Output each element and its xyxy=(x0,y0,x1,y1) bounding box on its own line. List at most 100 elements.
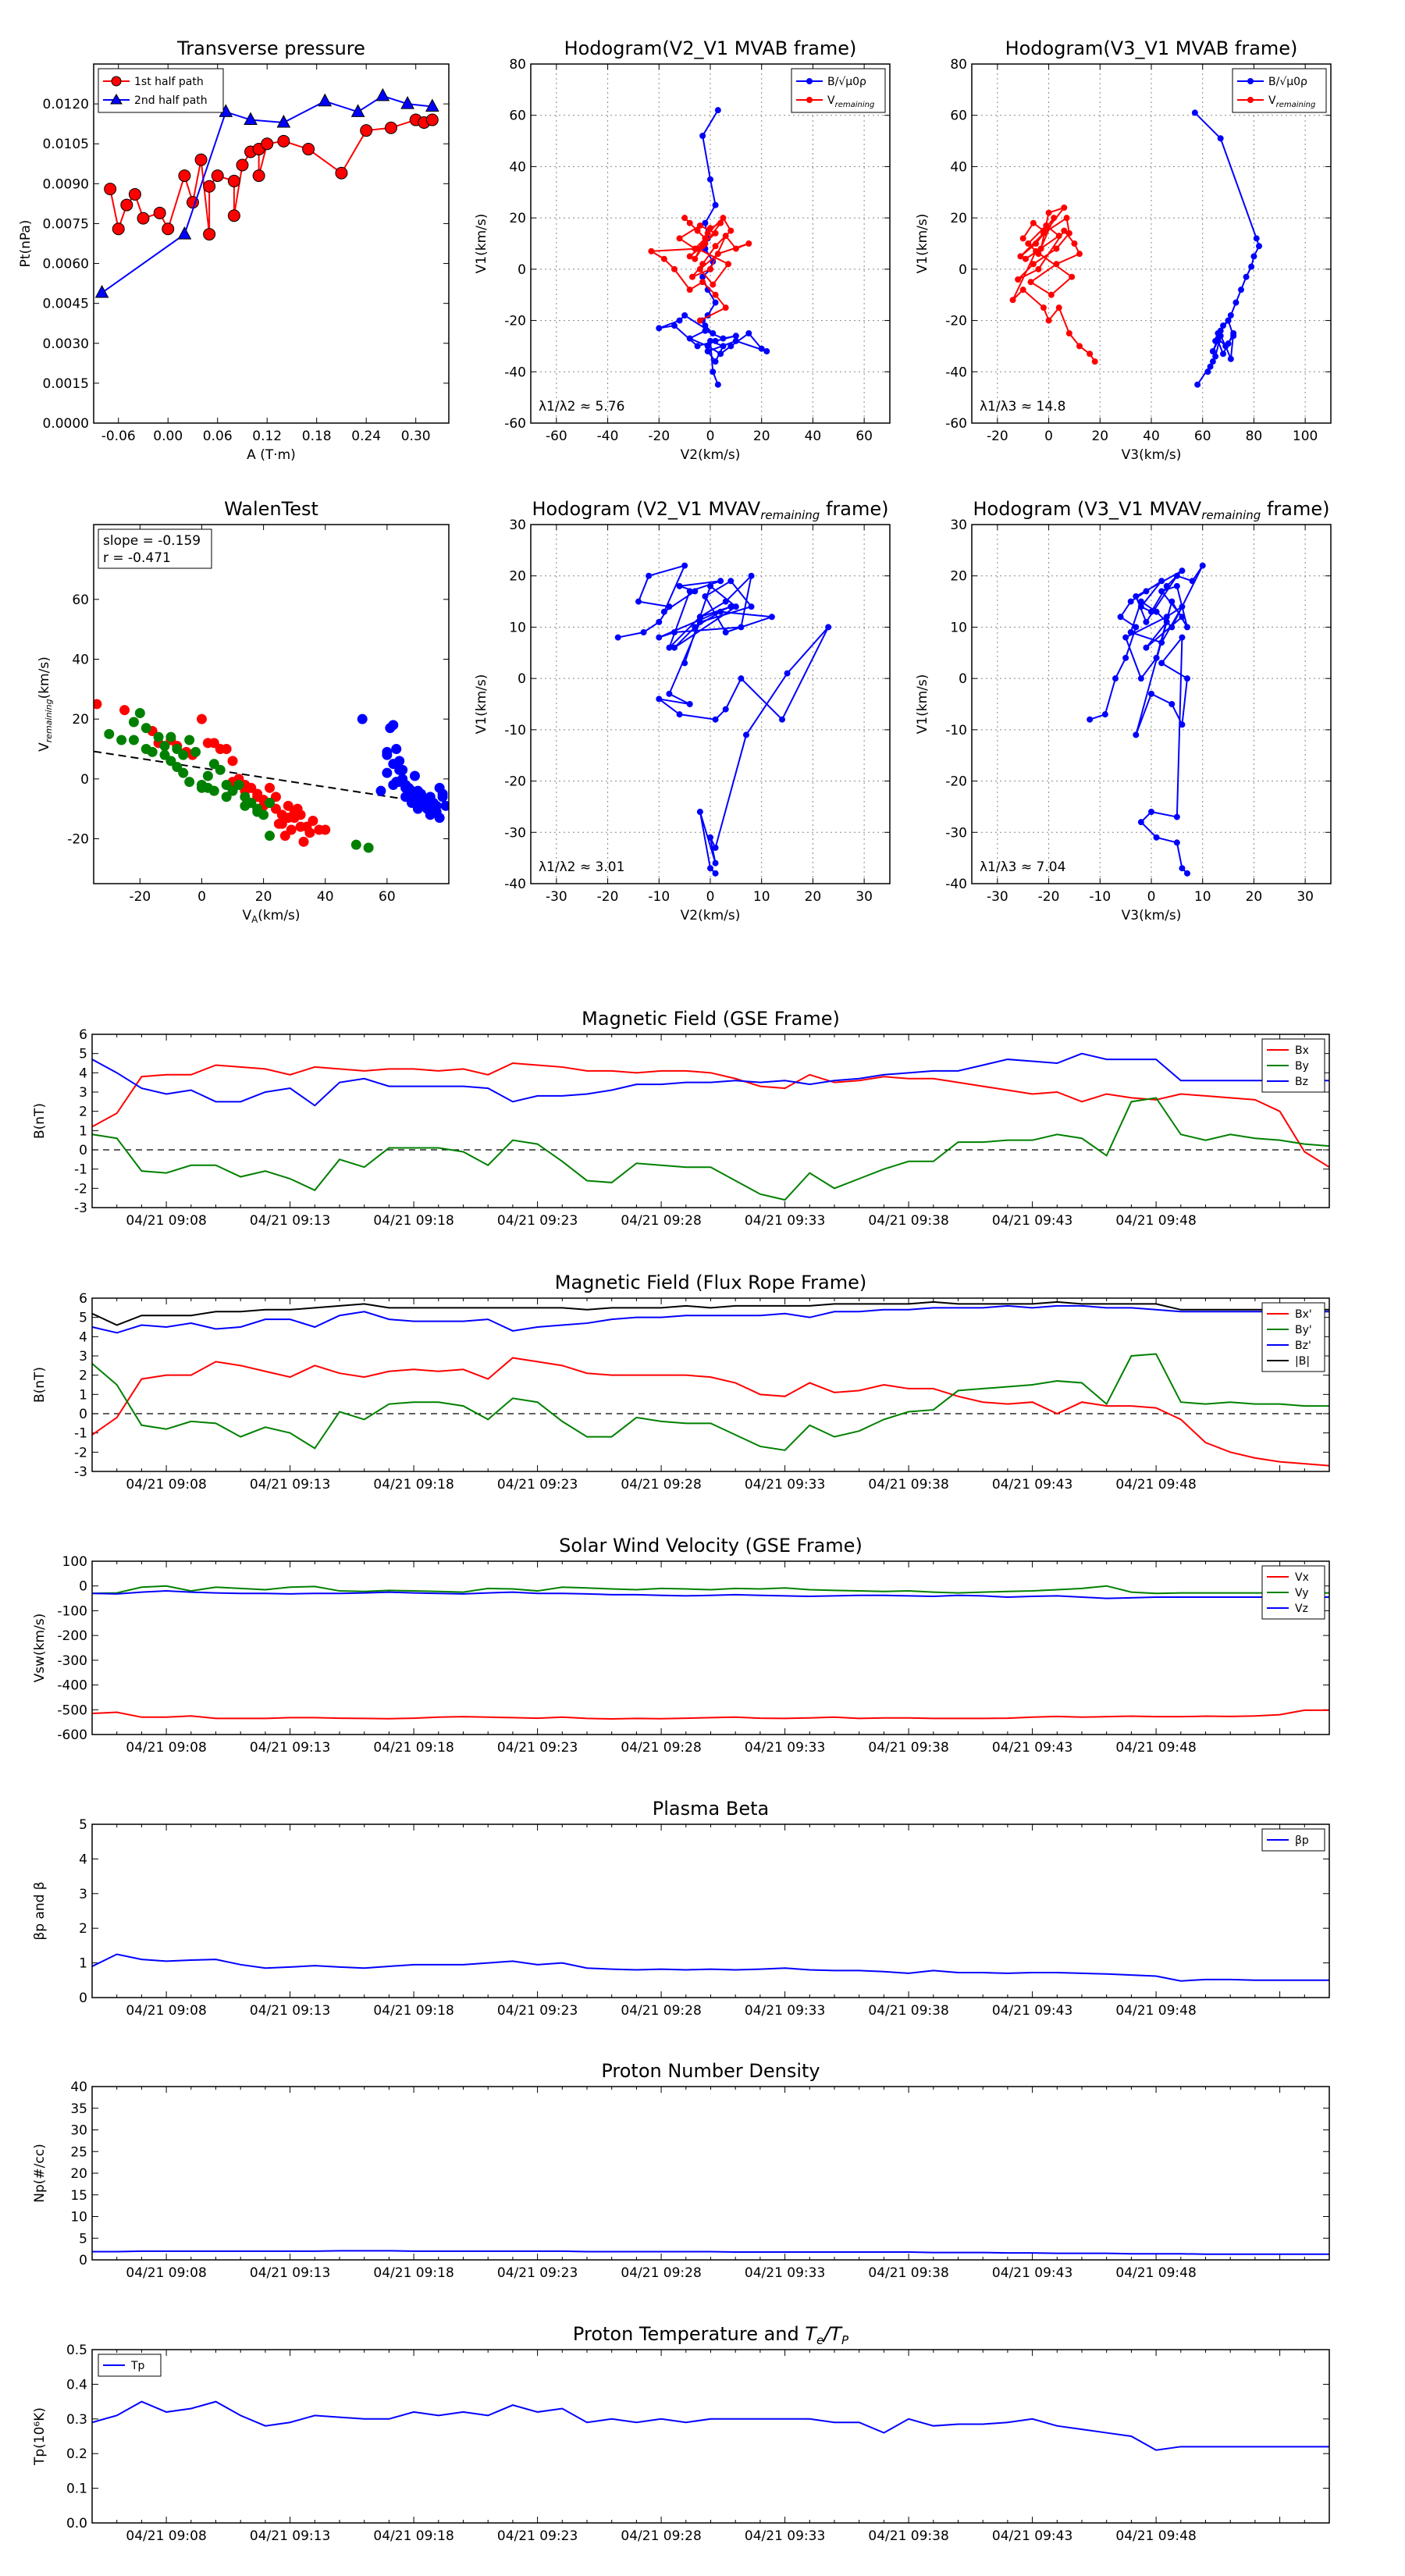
data-point xyxy=(748,572,755,579)
legend-label: Vremaining xyxy=(827,94,874,109)
data-point xyxy=(320,824,331,835)
x-tick-label: 10 xyxy=(1194,889,1211,905)
data-point xyxy=(712,299,719,306)
data-point xyxy=(1153,654,1160,661)
x-tick-label: 04/21 09:23 xyxy=(497,2003,578,2019)
x-axis-label: A (T·m) xyxy=(247,447,296,463)
data-point xyxy=(1137,598,1144,605)
data-point xyxy=(714,107,721,114)
data-point xyxy=(779,716,785,723)
x-tick-label: 04/21 09:18 xyxy=(373,1740,454,1756)
data-point xyxy=(308,816,318,826)
y-tick-label: 1 xyxy=(79,1123,87,1139)
data-point xyxy=(221,780,232,790)
data-point xyxy=(1055,304,1062,311)
data-point xyxy=(660,608,667,615)
y-tick-label: 6 xyxy=(79,1027,87,1043)
data-point xyxy=(140,744,151,754)
x-tick-label: -60 xyxy=(546,429,567,444)
chart-title: Hodogram (V2_V1 MVAVremaining frame) xyxy=(532,498,889,522)
plot-marks xyxy=(92,1052,1329,1201)
data-point xyxy=(221,744,232,754)
data-point xyxy=(722,629,729,635)
data-point xyxy=(707,337,713,344)
y-tick-label: 40 xyxy=(70,2080,87,2095)
x-tick-label: 04/21 09:33 xyxy=(745,2003,825,2019)
y-tick-label: 0.5 xyxy=(66,2343,87,2358)
data-point xyxy=(686,219,693,226)
x-tick-label: 40 xyxy=(317,889,334,905)
data-point xyxy=(1227,355,1234,362)
data-point xyxy=(676,235,683,242)
data-point xyxy=(1030,219,1037,226)
x-tick-label: 04/21 09:18 xyxy=(373,2265,454,2281)
y-tick-label: -10 xyxy=(504,723,526,738)
data-point xyxy=(727,343,735,350)
data-point xyxy=(397,764,408,775)
data-point xyxy=(273,818,284,829)
data-point xyxy=(686,701,693,707)
y-tick-label: 0 xyxy=(959,262,967,278)
data-point xyxy=(425,98,439,112)
x-tick-label: 04/21 09:23 xyxy=(497,1213,578,1229)
data-point xyxy=(666,603,673,610)
series-line-|B| xyxy=(92,1300,1329,1326)
data-point xyxy=(1033,247,1040,254)
data-point xyxy=(696,809,703,815)
y-tick-label: 0.4 xyxy=(66,2377,87,2393)
data-point xyxy=(727,603,735,610)
data-point xyxy=(671,629,678,635)
x-tick-label: 04/21 09:08 xyxy=(126,1213,206,1229)
data-point xyxy=(1230,330,1237,336)
y-axis-label: Tp(10⁶K) xyxy=(32,2407,48,2466)
data-point xyxy=(203,180,216,193)
data-point xyxy=(221,792,232,802)
x-tick-label: 60 xyxy=(379,889,396,905)
data-point xyxy=(1030,261,1037,268)
x-tick-label: 04/21 09:43 xyxy=(992,1213,1072,1229)
y-tick-label: -40 xyxy=(504,365,526,380)
data-point xyxy=(434,813,445,824)
data-point xyxy=(725,261,731,268)
data-point xyxy=(707,865,713,872)
data-point xyxy=(261,137,274,151)
y-tick-label: 0.1 xyxy=(66,2482,87,2497)
data-point xyxy=(710,368,717,375)
y-tick-label: 20 xyxy=(72,712,89,728)
chart-title: Hodogram (V3_V1 MVAVremaining frame) xyxy=(973,498,1330,522)
x-tick-label: 04/21 09:33 xyxy=(745,1740,825,1756)
y-tick-label: 10 xyxy=(950,620,967,635)
data-point xyxy=(656,618,663,625)
legend-label: βp xyxy=(1295,1834,1309,1847)
x-tick-label: 30 xyxy=(1297,889,1314,905)
y-tick-label: 2 xyxy=(79,1105,87,1120)
plot-marks xyxy=(94,87,439,298)
data-point xyxy=(1232,299,1240,306)
data-point xyxy=(712,229,719,237)
data-point xyxy=(702,327,709,334)
x-tick-label: 20 xyxy=(255,889,272,905)
data-point xyxy=(1194,381,1201,388)
chart-title: Magnetic Field (Flux Rope Frame) xyxy=(555,1272,866,1293)
series-line-Bz xyxy=(92,1052,1329,1107)
legend-label: B/√μ0ρ xyxy=(827,76,866,88)
data-point xyxy=(292,803,303,814)
data-point xyxy=(172,762,183,772)
chart-title: Hodogram(V3_V1 MVAB frame) xyxy=(1005,37,1298,59)
data-point xyxy=(722,706,729,713)
x-tick-label: 04/21 09:33 xyxy=(745,2528,825,2544)
x-tick-label: 20 xyxy=(805,889,822,905)
data-point xyxy=(1222,343,1229,350)
data-point xyxy=(1087,716,1094,723)
data-point xyxy=(1040,229,1047,237)
data-point xyxy=(208,759,219,770)
data-point xyxy=(304,827,315,838)
data-point xyxy=(666,644,673,651)
y-tick-label: 20 xyxy=(950,211,967,226)
y-tick-label: 0 xyxy=(959,671,967,687)
legend-label: By' xyxy=(1295,1324,1312,1336)
data-point xyxy=(391,777,402,788)
chart-title: Proton Temperature and Te/TP xyxy=(573,2323,849,2347)
data-point xyxy=(1163,614,1170,621)
x-tick-label: 04/21 09:08 xyxy=(126,1740,206,1756)
